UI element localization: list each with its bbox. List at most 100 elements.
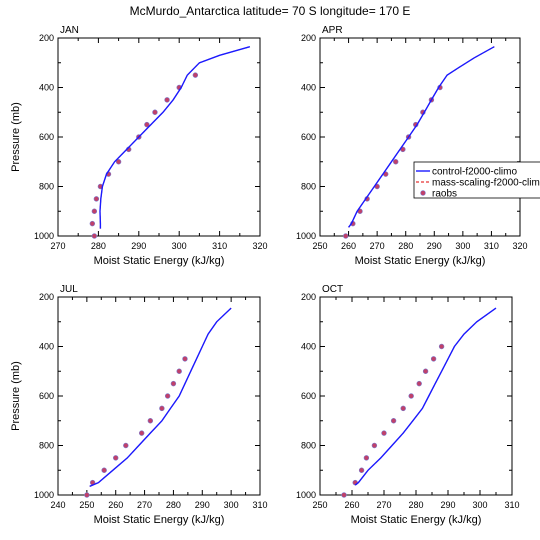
y-tick-label: 800 xyxy=(301,441,316,451)
x-tick-label: 260 xyxy=(344,500,359,510)
x-tick-label: 300 xyxy=(455,241,470,251)
raobs-point xyxy=(159,405,165,412)
plot-frame xyxy=(57,37,261,237)
control-line xyxy=(348,46,495,228)
chart-panel-jan: 270 280 290 300 310 320 200 400 600 800 1000 JAN Moi… xyxy=(10,25,268,267)
panel-label: APR xyxy=(322,25,343,36)
y-tick-label: 200 xyxy=(39,292,54,302)
raobs-point xyxy=(164,393,171,399)
raobs-point xyxy=(170,380,177,387)
raobs-point xyxy=(390,418,397,424)
chart-panel-oct: 250 260 270 280 290 300 310 200 400 600 800 1000 OCT… xyxy=(296,284,520,526)
y-tick-label: 600 xyxy=(301,391,316,401)
figure-title: McMurdo_Antarctica latitude= 70 S longit… xyxy=(130,4,411,18)
panels-group: 270 280 290 300 310 320 200 400 600 800 1000 JAN Moi… xyxy=(10,25,528,526)
raobs-point xyxy=(182,356,188,362)
raobs-point xyxy=(91,208,98,214)
chart-panel-jul: 240 250 260 270 280 290 300 310 200 400 600 800 1000… xyxy=(10,284,268,526)
y-tick-label: 400 xyxy=(39,342,54,352)
raobs-point xyxy=(176,368,182,374)
raobs-point xyxy=(91,233,98,239)
raobs-point xyxy=(123,442,129,449)
mass-scaling-line xyxy=(89,307,232,487)
x-tick-label: 310 xyxy=(252,500,267,510)
raobs-point xyxy=(115,159,122,165)
control-line xyxy=(89,307,232,487)
mass-scaling-line xyxy=(348,46,495,228)
legend-entry: mass-scaling-f2000-climo xyxy=(432,178,540,189)
x-tick-label: 280 xyxy=(408,500,423,510)
legend-entry: control-f2000-climo xyxy=(432,167,517,178)
x-tick-label: 280 xyxy=(91,241,106,251)
x-tick-label: 250 xyxy=(312,241,327,251)
x-axis-label: Moist Static Energy (kJ/kg) xyxy=(351,514,482,526)
raobs-point xyxy=(147,418,154,424)
panel-label: JUL xyxy=(60,284,78,295)
y-tick-label: 1000 xyxy=(34,231,54,241)
y-axis-label: Pressure (mb) xyxy=(10,102,22,172)
x-axis-label: Moist Static Energy (kJ/kg) xyxy=(355,255,486,267)
mass-scaling-line xyxy=(99,46,251,229)
x-tick-label: 310 xyxy=(504,500,519,510)
x-tick-label: 320 xyxy=(252,241,267,251)
chart-panel-apr: 250 260 270 280 290 300 310 320 200 400 600 800 1000… xyxy=(296,25,528,267)
x-tick-label: 260 xyxy=(108,500,123,510)
y-tick-label: 800 xyxy=(39,441,54,451)
y-axis-label: Pressure (mb) xyxy=(10,361,22,431)
y-tick-label: 600 xyxy=(301,132,316,142)
y-tick-label: 1000 xyxy=(296,490,316,500)
raobs-point xyxy=(343,233,349,239)
x-axis-label: Moist Static Energy (kJ/kg) xyxy=(94,255,225,267)
x-tick-label: 260 xyxy=(341,241,356,251)
plot-frame xyxy=(57,296,261,496)
y-tick-label: 600 xyxy=(39,391,54,401)
x-tick-label: 250 xyxy=(312,500,327,510)
plot-frame xyxy=(319,37,521,237)
legend-box xyxy=(413,161,540,199)
x-tick-label: 280 xyxy=(166,500,181,510)
raobs-point xyxy=(192,72,199,78)
raobs-point xyxy=(152,109,158,115)
x-tick-label: 300 xyxy=(172,241,187,251)
raobs-point xyxy=(164,97,170,103)
x-tick-label: 310 xyxy=(212,241,227,251)
x-tick-label: 290 xyxy=(195,500,210,510)
raobs-point xyxy=(430,356,437,362)
panel-label: JAN xyxy=(60,25,79,36)
x-tick-label: 290 xyxy=(440,500,455,510)
raobs-point xyxy=(422,368,429,374)
x-tick-label: 250 xyxy=(79,500,94,510)
raobs-point xyxy=(138,430,145,436)
x-tick-label: 320 xyxy=(512,241,527,251)
raobs-point xyxy=(371,442,378,449)
y-tick-label: 200 xyxy=(301,292,316,302)
x-tick-label: 270 xyxy=(376,500,391,510)
raobs-point xyxy=(84,492,90,498)
y-tick-label: 1000 xyxy=(296,231,316,241)
raobs-point xyxy=(416,380,422,387)
control-line xyxy=(354,307,497,486)
x-tick-label: 270 xyxy=(370,241,385,251)
plot-frame xyxy=(319,296,513,496)
raobs-point xyxy=(144,121,150,128)
raobs-point xyxy=(408,393,414,399)
legend-swatch-raobs xyxy=(420,190,426,196)
raobs-point xyxy=(358,467,365,473)
x-tick-label: 300 xyxy=(472,500,487,510)
legend-entry: raobs xyxy=(432,189,457,200)
mass-scaling-line xyxy=(354,307,497,486)
y-tick-label: 200 xyxy=(301,33,316,43)
x-tick-label: 290 xyxy=(131,241,146,251)
x-tick-label: 310 xyxy=(484,241,499,251)
y-tick-label: 400 xyxy=(39,83,54,93)
x-tick-label: 300 xyxy=(224,500,239,510)
control-line xyxy=(99,46,251,229)
x-tick-label: 270 xyxy=(137,500,152,510)
raobs-point xyxy=(363,455,370,461)
raobs-point xyxy=(101,467,107,473)
panel-label: OCT xyxy=(322,284,343,295)
raobs-point xyxy=(113,455,119,461)
legend: control-f2000-climomass-scaling-f2000-cl… xyxy=(413,161,540,200)
y-tick-label: 200 xyxy=(39,33,54,43)
